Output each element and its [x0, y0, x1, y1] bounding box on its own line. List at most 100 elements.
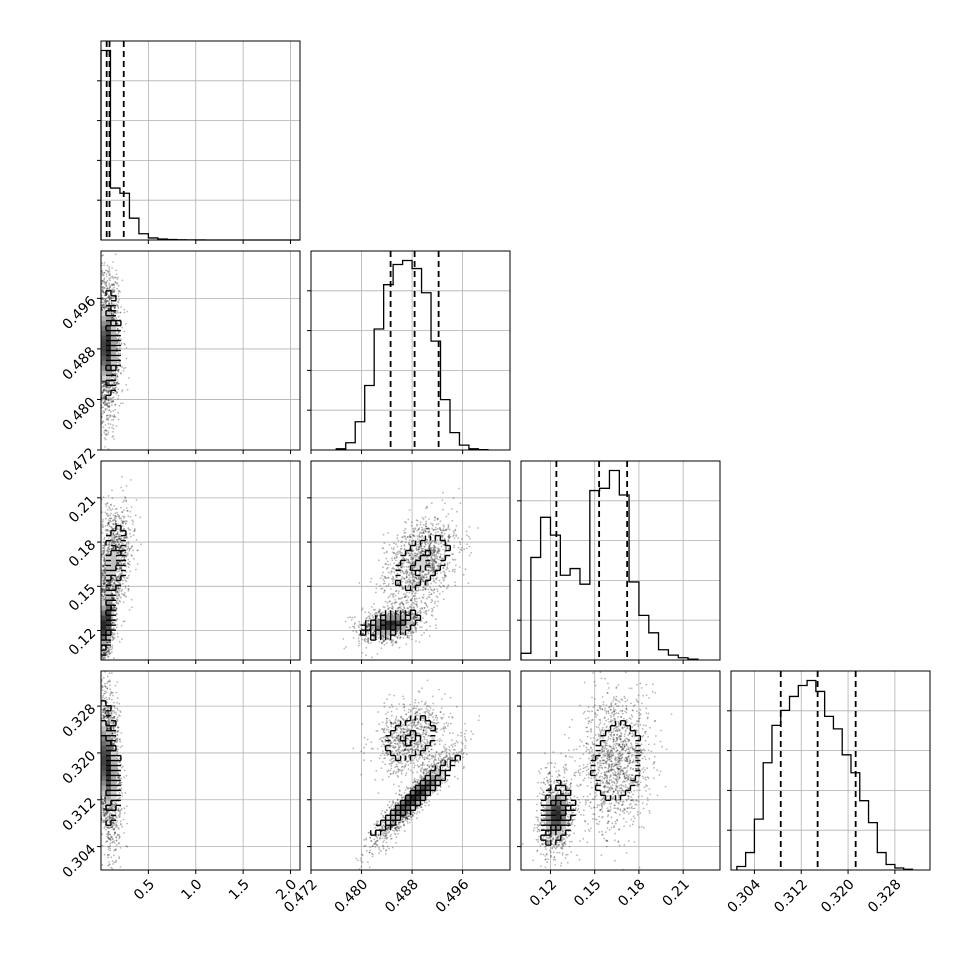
sample-point [108, 401, 110, 404]
sample-point [122, 582, 124, 585]
sample-point [115, 383, 118, 386]
sample-point [112, 597, 115, 600]
sample-point [108, 284, 111, 287]
sample-point [101, 570, 104, 573]
sample-point [123, 311, 126, 314]
sample-point [434, 600, 437, 603]
sample-point [116, 600, 118, 602]
sample-point [118, 567, 121, 570]
sample-point [424, 602, 427, 604]
sample-point [425, 628, 428, 631]
sample-point [113, 290, 115, 292]
sample-point [396, 581, 399, 583]
sample-point [117, 541, 120, 543]
sample-point [112, 288, 115, 291]
density-cell [101, 325, 107, 331]
sample-point [107, 648, 110, 651]
sample-point [108, 278, 110, 280]
sample-point [112, 312, 115, 315]
sample-point [412, 539, 415, 542]
sample-point [410, 634, 413, 637]
sample-point [395, 576, 398, 578]
sample-point [107, 391, 110, 393]
sample-point [437, 564, 440, 567]
sample-point [431, 565, 434, 568]
sample-point [103, 580, 106, 582]
sample-point [102, 589, 105, 592]
sample-point [429, 546, 431, 549]
sample-point [113, 596, 115, 599]
sample-point [111, 317, 114, 319]
sample-point [418, 583, 420, 585]
sample-point [104, 652, 106, 655]
sample-point [396, 572, 399, 575]
sample-point [406, 634, 409, 637]
sample-point [104, 429, 106, 432]
sample-point [119, 587, 121, 590]
sample-point [102, 647, 105, 650]
sample-point [404, 577, 406, 580]
sample-point [395, 589, 398, 592]
sample-point [111, 622, 114, 624]
sample-point [104, 583, 107, 586]
sample-point [441, 499, 444, 502]
sample-point [124, 551, 127, 554]
sample-point [115, 562, 118, 565]
sample-point [407, 585, 410, 587]
density-cell [101, 330, 107, 336]
sample-point [127, 562, 130, 565]
sample-point [428, 545, 430, 548]
sample-point [415, 621, 418, 624]
sample-point [102, 406, 105, 409]
sample-point [105, 299, 108, 302]
sample-point [419, 578, 422, 580]
sample-point [101, 421, 104, 424]
sample-point [413, 534, 415, 537]
sample-point [411, 612, 414, 615]
sample-point [113, 539, 116, 541]
sample-point [119, 290, 121, 293]
sample-point [105, 652, 107, 655]
sample-point [448, 534, 450, 537]
sample-point [105, 300, 108, 303]
density [342, 487, 480, 659]
sample-point [103, 308, 106, 311]
sample-point [105, 429, 108, 432]
sample-point [383, 639, 385, 642]
sample-point [434, 555, 436, 558]
sample-point [411, 550, 414, 553]
sample-point [114, 408, 116, 411]
sample-point [115, 591, 117, 594]
sample-point [126, 510, 129, 512]
sample-point [426, 605, 429, 608]
sample-point [118, 543, 120, 545]
sample-point [376, 614, 379, 617]
sample-point [403, 596, 406, 599]
sample-point [110, 517, 113, 520]
sample-point [117, 301, 120, 304]
sample-point [424, 588, 427, 591]
sample-point [121, 520, 124, 523]
sample-point [421, 549, 424, 552]
sample-point [101, 582, 103, 585]
sample-point [116, 348, 119, 350]
sample-point [102, 290, 104, 292]
sample-point [115, 269, 118, 272]
sample-point [109, 274, 111, 276]
sample-point [422, 596, 425, 599]
sample-point [415, 590, 418, 592]
sample-point [392, 567, 395, 569]
sample-point [419, 611, 422, 614]
sample-point [117, 370, 119, 373]
sample-point [432, 539, 434, 542]
sample-point [108, 653, 111, 656]
sample-point [428, 518, 430, 520]
sample-point [408, 634, 411, 637]
sample-point [418, 533, 421, 536]
sample-point [111, 586, 114, 588]
sample-point [118, 537, 121, 540]
sample-point [116, 546, 119, 549]
sample-point [125, 347, 128, 349]
sample-point [445, 587, 448, 590]
sample-point [390, 571, 393, 573]
